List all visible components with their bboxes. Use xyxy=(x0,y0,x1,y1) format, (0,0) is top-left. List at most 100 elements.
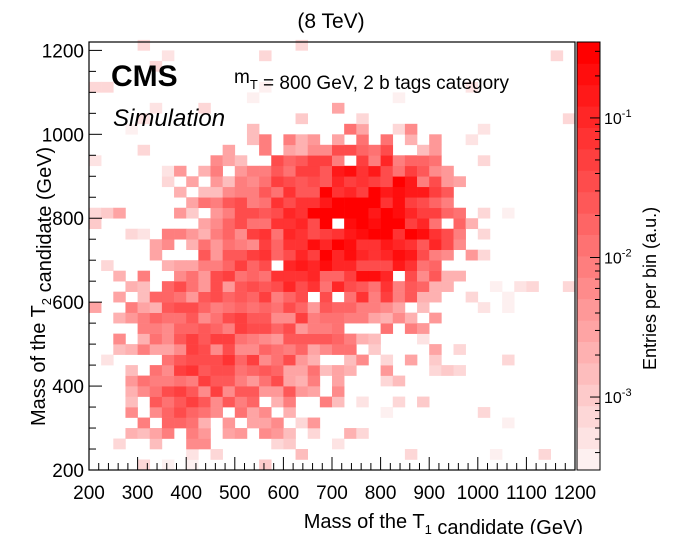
heatmap-bin xyxy=(161,396,175,408)
heatmap-bin xyxy=(101,207,114,219)
heatmap-bin xyxy=(113,438,126,450)
heatmap-bin xyxy=(149,428,163,439)
heatmap-bin xyxy=(319,197,333,209)
heatmap-bin xyxy=(392,155,406,167)
heatmap-bin xyxy=(89,155,102,167)
heatmap-bin xyxy=(149,396,163,408)
heatmap-bin xyxy=(332,134,345,146)
heatmap-bin xyxy=(404,218,418,230)
heatmap-bin xyxy=(356,270,369,282)
heatmap-bin xyxy=(161,386,175,397)
heatmap-bin xyxy=(259,249,272,261)
status-label: Simulation xyxy=(113,105,225,132)
heatmap-bin xyxy=(307,218,321,230)
color-scale-step xyxy=(577,170,600,193)
heatmap-bin xyxy=(186,344,199,355)
heatmap-bin xyxy=(417,207,430,219)
z-tick-label: 10-1 xyxy=(604,108,632,128)
z-tick-label: 10-2 xyxy=(604,247,632,267)
x-tick-label: 300 xyxy=(122,483,154,504)
heatmap-bin xyxy=(174,354,187,366)
heatmap-bin xyxy=(271,323,284,334)
heatmap-bin xyxy=(186,438,199,450)
heatmap-bin xyxy=(149,302,163,313)
heatmap-bin xyxy=(137,39,151,51)
heatmap-bin xyxy=(332,375,345,387)
heatmap-bin xyxy=(271,344,284,355)
heatmap-bin xyxy=(332,386,345,397)
heatmap-bin xyxy=(344,312,357,324)
heatmap-bin xyxy=(417,281,430,292)
heatmap-bin xyxy=(198,354,211,366)
heatmap-bin xyxy=(222,239,236,251)
heatmap-bin xyxy=(404,197,418,209)
heatmap-bin xyxy=(380,228,394,240)
heatmap-bin xyxy=(113,270,126,282)
y-tick-label: 200 xyxy=(52,461,84,482)
heatmap-bin xyxy=(198,218,211,230)
heatmap-bin xyxy=(417,302,430,313)
color-scale-step xyxy=(577,277,600,300)
heatmap-bin xyxy=(259,407,272,418)
heatmap-bin xyxy=(259,176,272,188)
heatmap-bin xyxy=(429,249,442,261)
heatmap-bin xyxy=(368,312,381,324)
heatmap-bin xyxy=(174,186,187,198)
heatmap-bin xyxy=(234,312,248,324)
heatmap-bin xyxy=(417,239,430,251)
heatmap-bin xyxy=(198,281,211,292)
heatmap-bin xyxy=(222,281,236,292)
heatmap-bin xyxy=(246,123,260,135)
heatmap-bin xyxy=(174,333,187,345)
heatmap-bin xyxy=(222,365,236,376)
heatmap-bin xyxy=(210,197,223,209)
heatmap-bin xyxy=(210,281,223,292)
heatmap-bin xyxy=(198,396,211,408)
heatmap-bin xyxy=(453,239,466,251)
color-scale-step xyxy=(577,84,600,107)
heatmap-bin xyxy=(380,260,394,271)
heatmap-bin xyxy=(210,312,223,324)
heatmap-bin xyxy=(246,386,260,397)
heatmap-bin xyxy=(198,302,211,313)
heatmap-bin xyxy=(210,396,223,408)
heatmap-bin xyxy=(271,249,284,261)
y-tick-label: 400 xyxy=(52,377,84,398)
heatmap-bin xyxy=(222,291,236,303)
heatmap-bin xyxy=(344,144,357,156)
heatmap-bin xyxy=(246,375,260,387)
heatmap-bin xyxy=(198,428,211,439)
heatmap-bin xyxy=(344,197,357,209)
heatmap-bin xyxy=(319,270,333,282)
heatmap-bin xyxy=(465,81,479,93)
heatmap-bin xyxy=(368,176,381,188)
heatmap-bin xyxy=(234,333,248,345)
heatmap-bin xyxy=(404,155,418,167)
heatmap-bin xyxy=(161,281,175,292)
heatmap-bin xyxy=(380,312,394,324)
heatmap-bin xyxy=(344,239,357,251)
heatmap-bin xyxy=(392,396,406,408)
heatmap-bin xyxy=(429,186,442,198)
heatmap-bin xyxy=(295,228,308,240)
heatmap-bin xyxy=(368,302,381,313)
heatmap-bin xyxy=(295,312,308,324)
heatmap-bin xyxy=(404,165,418,177)
heatmap-bin xyxy=(271,197,284,209)
heatmap-bin xyxy=(198,438,211,450)
heatmap-bin xyxy=(246,302,260,313)
heatmap-bin xyxy=(404,281,418,292)
heatmap-bin xyxy=(319,228,333,240)
heatmap-bin xyxy=(368,207,381,219)
chart-title: (8 TeV) xyxy=(297,10,364,33)
heatmap-bin xyxy=(259,291,272,303)
heatmap-bin xyxy=(380,249,394,261)
heatmap-bin xyxy=(186,176,199,188)
heatmap-bin xyxy=(234,302,248,313)
heatmap-bin xyxy=(198,407,211,418)
heatmap-bin xyxy=(453,228,466,240)
heatmap-bin xyxy=(392,92,406,104)
heatmap-bin xyxy=(125,344,138,355)
z-axis-label: Entries per bin (a.u.) xyxy=(640,207,660,370)
heatmap-bin xyxy=(259,375,272,387)
